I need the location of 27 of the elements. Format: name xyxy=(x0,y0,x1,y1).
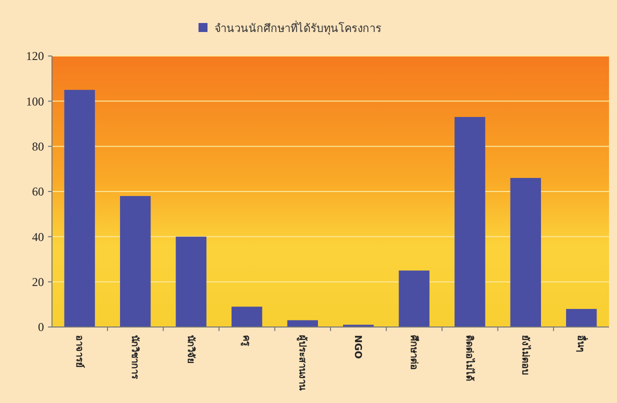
y-tick-label: 20 xyxy=(32,275,44,290)
x-tick-label: ศึกษาต่อ xyxy=(408,335,420,370)
bar xyxy=(120,196,151,327)
legend-label: จำนวนนักศึกษาที่ได้รับทุนโครงการ xyxy=(214,20,382,35)
y-tick-label: 60 xyxy=(32,184,44,199)
y-tick-label: 100 xyxy=(26,94,44,108)
bar xyxy=(454,116,486,327)
bar xyxy=(176,236,206,327)
x-tick-label: ครู xyxy=(240,335,252,347)
x-tick-label: อาจารย์ xyxy=(73,335,86,368)
bar xyxy=(232,306,262,327)
x-tick-label: อื่นๆ xyxy=(575,335,590,352)
x-tick-label: ยังไม่ตอบ xyxy=(519,335,532,375)
y-tick-label: 120 xyxy=(26,49,44,64)
y-tick-label: 0 xyxy=(38,320,44,334)
x-tick-label: NGO xyxy=(352,335,364,359)
x-tick-label: นักวิชาการ xyxy=(129,335,140,380)
y-tick-label: 40 xyxy=(32,230,44,244)
x-tick-label: ติดต่อไม่ได้ xyxy=(464,335,476,381)
bar xyxy=(566,308,597,327)
bar xyxy=(64,90,95,327)
bar xyxy=(510,178,541,327)
bar xyxy=(398,270,430,327)
x-tick-label: ผู้ประสานงาน xyxy=(295,335,308,391)
x-tick-label: นักวิจัย xyxy=(184,335,196,364)
y-tick-label: 80 xyxy=(32,140,44,154)
bar xyxy=(287,320,318,327)
